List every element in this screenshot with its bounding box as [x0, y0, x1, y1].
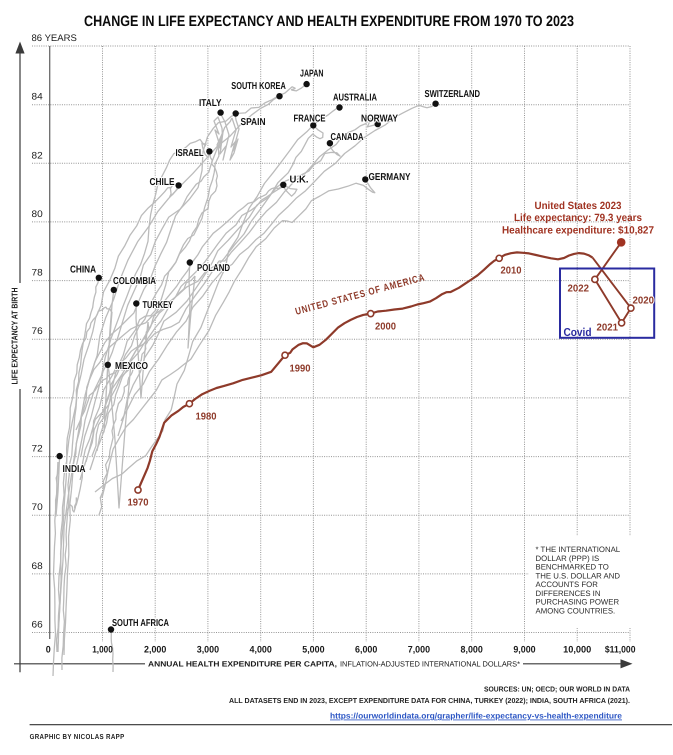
svg-text:76: 76	[32, 326, 43, 337]
svg-text:BENCHMARKED TO: BENCHMARKED TO	[536, 563, 609, 572]
svg-text:JAPAN: JAPAN	[300, 69, 324, 80]
svg-text:U.K.: U.K.	[290, 175, 309, 186]
svg-text:86 YEARS: 86 YEARS	[32, 33, 77, 44]
svg-text:United States 2023: United States 2023	[535, 200, 622, 212]
svg-text:THE U.S. DOLLAR AND: THE U.S. DOLLAR AND	[536, 571, 621, 580]
svg-text:SOUTH AFRICA: SOUTH AFRICA	[112, 618, 169, 629]
svg-text:70: 70	[32, 502, 43, 513]
svg-text:5,000: 5,000	[302, 645, 324, 656]
svg-text:INDIA: INDIA	[63, 464, 86, 475]
svg-text:$11,000: $11,000	[605, 645, 636, 656]
svg-text:FRANCE: FRANCE	[294, 114, 326, 125]
svg-text:SOUTH KOREA: SOUTH KOREA	[231, 81, 285, 92]
svg-text:2021: 2021	[597, 323, 619, 334]
svg-text:CHILE: CHILE	[150, 177, 175, 188]
svg-text:POLAND: POLAND	[197, 263, 230, 274]
svg-text:CHANGE IN LIFE EXPECTANCY AND: CHANGE IN LIFE EXPECTANCY AND HEALTH EXP…	[84, 13, 574, 30]
svg-text:78: 78	[32, 268, 43, 279]
svg-text:ANNUAL HEALTH EXPENDITURE PER: ANNUAL HEALTH EXPENDITURE PER CAPITA, INF…	[148, 660, 520, 669]
svg-text:COLOMBIA: COLOMBIA	[113, 276, 156, 287]
svg-text:4,000: 4,000	[250, 645, 272, 656]
svg-text:84: 84	[32, 92, 43, 103]
svg-text:SOURCES: UN; OECD; OUR WORLD I: SOURCES: UN; OECD; OUR WORLD IN DATA	[484, 685, 630, 694]
svg-text:80: 80	[32, 209, 43, 220]
svg-text:SWITZERLAND: SWITZERLAND	[425, 89, 481, 100]
svg-text:2010: 2010	[501, 266, 522, 277]
svg-text:74: 74	[32, 385, 43, 396]
svg-text:CANADA: CANADA	[331, 132, 364, 143]
svg-text:7,000: 7,000	[408, 645, 430, 656]
svg-text:82: 82	[32, 150, 43, 161]
svg-text:Healthcare expenditure: $10,82: Healthcare expenditure: $10,827	[502, 224, 654, 236]
svg-text:9,000: 9,000	[513, 645, 535, 656]
svg-text:CHINA: CHINA	[70, 265, 96, 276]
svg-text:GERMANY: GERMANY	[369, 172, 411, 183]
svg-text:ACCOUNTS FOR: ACCOUNTS FOR	[536, 580, 599, 589]
svg-text:1990: 1990	[290, 364, 311, 375]
svg-text:Covid: Covid	[564, 327, 592, 339]
svg-text:PURCHASING POWER: PURCHASING POWER	[536, 598, 620, 607]
svg-text:DOLLAR (PPP) IS: DOLLAR (PPP) IS	[536, 554, 600, 563]
svg-text:ISRAEL: ISRAEL	[176, 148, 204, 159]
svg-text:AUSTRALIA: AUSTRALIA	[333, 93, 377, 104]
svg-text:66: 66	[32, 620, 43, 631]
svg-text:DIFFERENCES IN: DIFFERENCES IN	[536, 589, 601, 598]
svg-text:MEXICO: MEXICO	[115, 361, 148, 372]
svg-text:LIFE EXPECTANCY AT BIRTH: LIFE EXPECTANCY AT BIRTH	[10, 288, 20, 385]
svg-text:8,000: 8,000	[461, 645, 483, 656]
svg-text:Life expectancy: 79.3 years: Life expectancy: 79.3 years	[514, 212, 642, 224]
svg-text:3,000: 3,000	[197, 645, 219, 656]
svg-text:SPAIN: SPAIN	[241, 117, 266, 128]
svg-text:1980: 1980	[196, 412, 217, 423]
svg-text:72: 72	[32, 444, 43, 455]
svg-text:AMONG COUNTRIES.: AMONG COUNTRIES.	[536, 606, 616, 615]
svg-text:1970: 1970	[128, 498, 149, 509]
svg-text:https://ourworldindata.org/gra: https://ourworldindata.org/grapher/life-…	[330, 712, 622, 721]
svg-text:0: 0	[46, 645, 51, 656]
svg-text:* THE INTERNATIONAL: * THE INTERNATIONAL	[536, 545, 621, 554]
svg-text:68: 68	[32, 561, 43, 572]
svg-text:10,000: 10,000	[563, 645, 591, 656]
svg-text:ALL DATASETS END IN 2023, EXCE: ALL DATASETS END IN 2023, EXCEPT EXPENDI…	[229, 696, 630, 705]
svg-text:NORWAY: NORWAY	[361, 114, 398, 125]
svg-text:2022: 2022	[568, 284, 590, 295]
svg-text:2,000: 2,000	[144, 645, 166, 656]
svg-text:ITALY: ITALY	[199, 98, 222, 109]
svg-text:GRAPHIC BY NICOLAS RAPP: GRAPHIC BY NICOLAS RAPP	[30, 732, 125, 741]
svg-text:2000: 2000	[375, 322, 396, 333]
svg-text:1,000: 1,000	[92, 645, 113, 656]
svg-text:TURKEY: TURKEY	[143, 300, 174, 311]
svg-text:2020: 2020	[633, 296, 655, 307]
svg-text:6,000: 6,000	[355, 645, 377, 656]
